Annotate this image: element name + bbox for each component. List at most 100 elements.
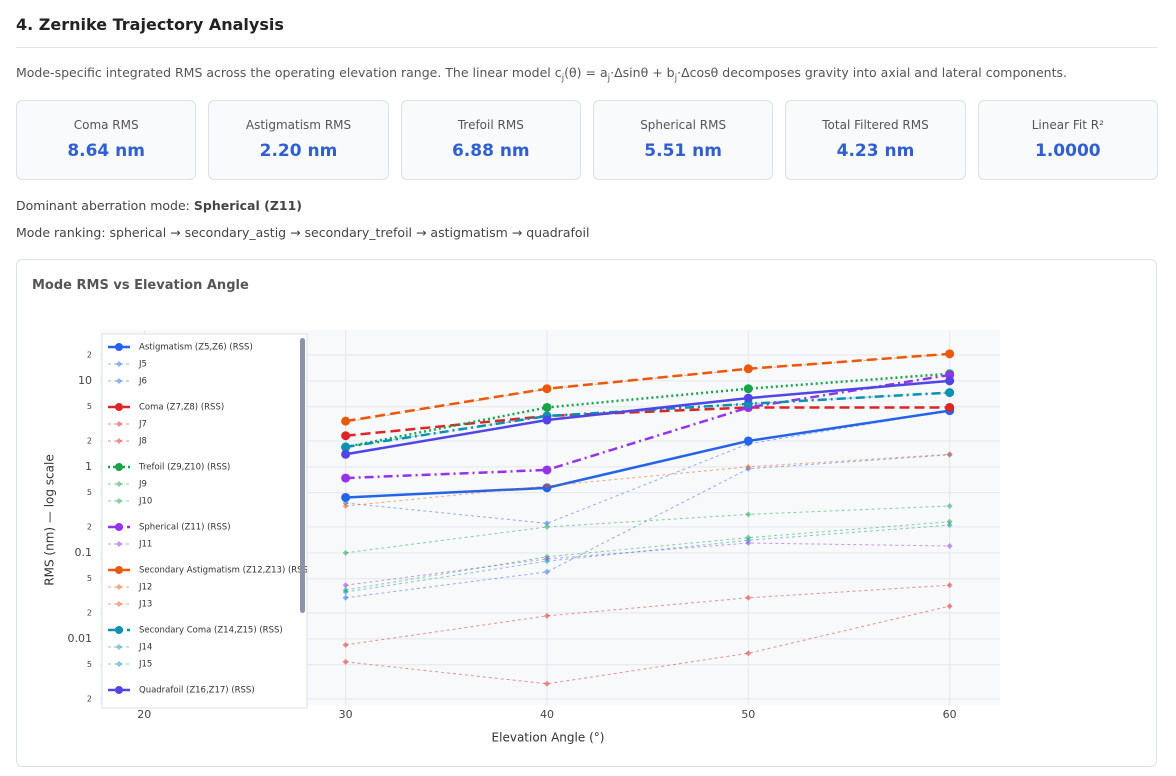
series-line	[345, 542, 950, 586]
legend-marker	[115, 403, 123, 411]
marker	[745, 366, 752, 373]
legend-marker	[116, 361, 122, 367]
mode-ranking: Mode ranking: spherical → secondary_asti…	[16, 225, 590, 240]
series-line	[345, 584, 950, 646]
series-line	[345, 521, 950, 591]
description: Mode-specific integrated RMS across the …	[16, 65, 1067, 84]
marker	[946, 582, 953, 589]
marker	[341, 492, 351, 502]
series-line	[345, 454, 950, 599]
marker	[342, 641, 349, 648]
metric-value: 4.23 nm	[836, 141, 915, 161]
marker	[946, 503, 953, 510]
subscript: j	[674, 73, 678, 84]
metric-card: Linear Fit R² 1.0000	[977, 100, 1158, 180]
series-line	[345, 353, 950, 423]
legend-label: J10	[138, 497, 152, 507]
legend-marker	[116, 661, 122, 667]
legend-label: Secondary Coma (Z14,Z15) (RSS)	[139, 626, 283, 636]
metric-card: Trefoil RMS 6.88 nm	[400, 100, 581, 180]
chart: 20 30 40 50 60 2 10 5 2 1 5 2 0.1 5 2 0.01 5 2 Elevation …	[43, 330, 1000, 745]
marker	[543, 482, 550, 489]
x-tick-label: 60	[943, 708, 957, 721]
series-line	[345, 453, 950, 507]
marker	[543, 612, 550, 619]
marker	[342, 503, 349, 510]
legend-marker	[115, 626, 123, 634]
legend-label: J5	[138, 360, 147, 370]
legend-label: Spherical (Z11) (RSS)	[139, 523, 231, 533]
legend-marker	[115, 523, 123, 531]
x-tick-label: 20	[137, 708, 151, 721]
series-line	[345, 409, 950, 499]
marker	[945, 376, 955, 386]
metric-card: Spherical RMS 5.51 nm	[592, 100, 774, 180]
marker	[745, 650, 752, 657]
label: Dominant aberration mode:	[16, 198, 190, 213]
marker	[342, 582, 349, 589]
marker	[946, 518, 953, 525]
metric-label: Astigmatism RMS	[245, 118, 352, 132]
text: Mode-specific integrated RMS across the …	[16, 65, 562, 80]
marker	[341, 449, 351, 459]
marker	[543, 680, 550, 687]
marker	[543, 558, 550, 565]
y-tick-label: 5	[87, 402, 92, 411]
y-axis-label: RMS (nm) — log scale	[43, 454, 57, 585]
metric-value: 1.0000	[1035, 141, 1101, 161]
y-tick-label: 2	[87, 522, 92, 531]
x-axis-label: Elevation Angle (°)	[492, 731, 605, 745]
legend-label: Trefoil (Z9,Z10) (RSS)	[138, 463, 230, 473]
legend-label: Coma (Z7,Z8) (RSS)	[139, 403, 224, 413]
marker	[542, 402, 552, 412]
marker	[745, 594, 752, 601]
metric-value: 8.64 nm	[67, 141, 145, 161]
y-tick-label: 0.01	[68, 632, 93, 645]
y-tick-label: 0.1	[75, 546, 93, 559]
marker	[543, 386, 550, 393]
chart-title: Mode RMS vs Elevation Angle	[32, 278, 249, 293]
y-tick-label: 2	[87, 350, 92, 359]
legend-marker	[115, 343, 123, 351]
marker	[342, 444, 349, 451]
series-line	[345, 373, 950, 480]
metric-card: Total Filtered RMS 4.23 nm	[785, 100, 966, 180]
legend-scrollbar[interactable]	[300, 338, 305, 613]
x-tick-label: 50	[741, 708, 755, 721]
legend-marker	[116, 541, 122, 547]
series-line	[345, 392, 950, 448]
text: ·Δsinθ + b	[610, 65, 675, 80]
legend-marker	[116, 378, 122, 384]
marker	[543, 520, 550, 527]
marker	[342, 499, 349, 506]
y-tick-label: 5	[87, 574, 92, 583]
legend-label: J6	[138, 377, 147, 387]
marker	[946, 522, 953, 529]
metric-cards: Coma RMS 8.64 nm Astigmatism RMS 2.20 nm Tre…	[16, 100, 1158, 180]
metric-value: 2.20 nm	[259, 141, 338, 161]
marker	[946, 603, 953, 610]
marker	[946, 351, 953, 358]
y-tick-label: 10	[78, 374, 92, 387]
section-title: 4. Zernike Trajectory Analysis	[16, 15, 284, 34]
series-line	[345, 372, 950, 449]
metric-value: 5.51 nm	[644, 141, 722, 161]
marker	[745, 463, 752, 470]
legend-marker	[116, 481, 122, 487]
marker	[743, 393, 753, 403]
metric-value: 6.88 nm	[451, 141, 530, 161]
marker	[946, 451, 953, 458]
marker	[745, 400, 752, 407]
metric-label: Total Filtered RMS	[822, 118, 929, 132]
metric-label: Spherical RMS	[640, 118, 727, 132]
legend-label: J9	[138, 480, 147, 490]
legend-label: Quadrafoil (Z16,Z17) (RSS)	[139, 686, 255, 696]
marker	[946, 543, 953, 550]
chart-card: Mode RMS vs Elevation Angle 20 30 40 50 60 2 1…	[16, 259, 1157, 767]
series-line	[345, 379, 950, 456]
marker	[945, 402, 955, 412]
legend-label: J14	[138, 643, 152, 653]
marker	[745, 440, 752, 447]
legend-label: J12	[138, 583, 152, 593]
